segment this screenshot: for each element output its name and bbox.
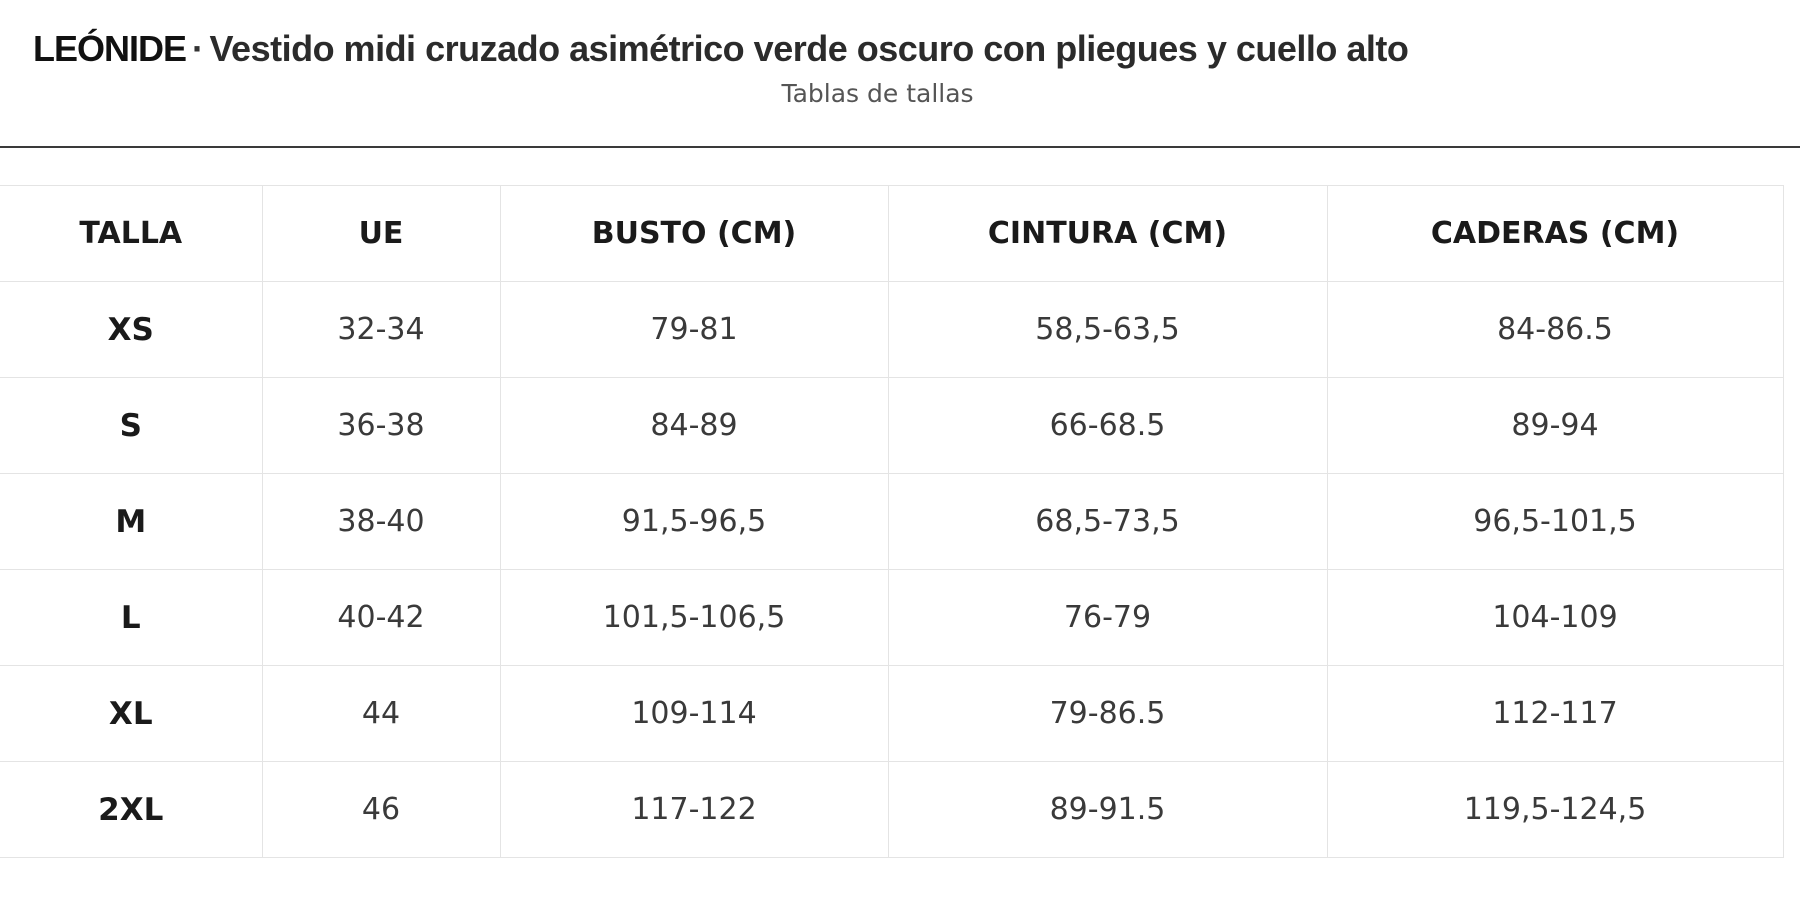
hips-value: 96,5-101,5 bbox=[1326, 473, 1784, 570]
eu-size-value: 38-40 bbox=[261, 473, 501, 570]
page-title: LEÓNIDE · Vestido midi cruzado asimétrico … bbox=[33, 26, 1409, 73]
bust-value: 84-89 bbox=[499, 377, 889, 474]
waist-value: 76-79 bbox=[887, 569, 1328, 666]
eu-size-value: 40-42 bbox=[261, 569, 501, 666]
product-name: Vestido midi cruzado asimétrico verde os… bbox=[209, 28, 1409, 69]
hips-value: 104-109 bbox=[1326, 569, 1784, 666]
table-row: XL 44 109-114 79-86.5 112-117 bbox=[0, 665, 1784, 762]
table-row: XS 32-34 79-81 58,5-63,5 84-86.5 bbox=[0, 281, 1784, 378]
eu-size-value: 36-38 bbox=[261, 377, 501, 474]
size-label: L bbox=[0, 569, 263, 666]
table-row: M 38-40 91,5-96,5 68,5-73,5 96,5-101,5 bbox=[0, 473, 1784, 570]
size-label: XS bbox=[0, 281, 263, 378]
brand-name: LEÓNIDE bbox=[33, 28, 187, 69]
eu-size-value: 32-34 bbox=[261, 281, 501, 378]
size-label: M bbox=[0, 473, 263, 570]
waist-value: 79-86.5 bbox=[887, 665, 1328, 762]
bust-value: 117-122 bbox=[499, 761, 889, 858]
size-chart-table: TALLA UE BUSTO (CM) CINTURA (CM) CADERAS… bbox=[0, 185, 1784, 858]
size-label: S bbox=[0, 377, 263, 474]
waist-value: 66-68.5 bbox=[887, 377, 1328, 474]
size-label: XL bbox=[0, 665, 263, 762]
page-subtitle: Tablas de tallas bbox=[781, 79, 974, 108]
column-header-ue: UE bbox=[261, 185, 501, 282]
title-separator: · bbox=[192, 28, 204, 69]
column-header-busto: BUSTO (CM) bbox=[499, 185, 889, 282]
size-label: 2XL bbox=[0, 761, 263, 858]
eu-size-value: 44 bbox=[261, 665, 501, 762]
column-header-cintura: CINTURA (CM) bbox=[887, 185, 1328, 282]
waist-value: 68,5-73,5 bbox=[887, 473, 1328, 570]
hips-value: 84-86.5 bbox=[1326, 281, 1784, 378]
table-row: L 40-42 101,5-106,5 76-79 104-109 bbox=[0, 569, 1784, 666]
bust-value: 109-114 bbox=[499, 665, 889, 762]
header-divider bbox=[0, 146, 1800, 148]
waist-value: 58,5-63,5 bbox=[887, 281, 1328, 378]
table-row: 2XL 46 117-122 89-91.5 119,5-124,5 bbox=[0, 761, 1784, 858]
eu-size-value: 46 bbox=[261, 761, 501, 858]
column-header-talla: TALLA bbox=[0, 185, 263, 282]
hips-value: 119,5-124,5 bbox=[1326, 761, 1784, 858]
table-row: S 36-38 84-89 66-68.5 89-94 bbox=[0, 377, 1784, 474]
bust-value: 79-81 bbox=[499, 281, 889, 378]
column-header-caderas: CADERAS (CM) bbox=[1326, 185, 1784, 282]
table-header-row: TALLA UE BUSTO (CM) CINTURA (CM) CADERAS… bbox=[0, 185, 1784, 282]
hips-value: 112-117 bbox=[1326, 665, 1784, 762]
bust-value: 91,5-96,5 bbox=[499, 473, 889, 570]
hips-value: 89-94 bbox=[1326, 377, 1784, 474]
waist-value: 89-91.5 bbox=[887, 761, 1328, 858]
bust-value: 101,5-106,5 bbox=[499, 569, 889, 666]
